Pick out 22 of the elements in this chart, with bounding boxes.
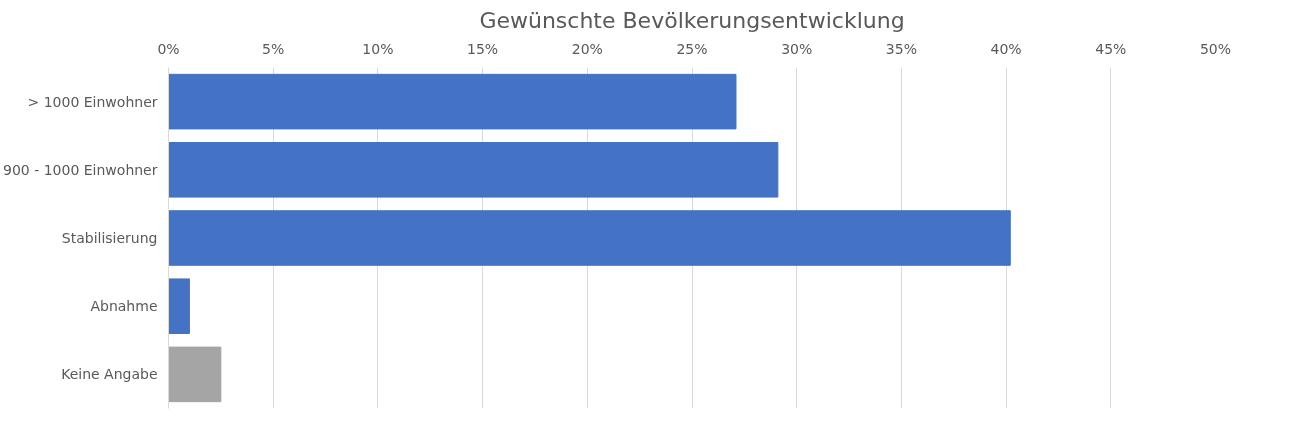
chart-title: Gewünschte Bevölkerungsentwicklung <box>479 7 905 33</box>
x-tick-label: 0% <box>157 40 180 57</box>
y-tick-label: Abnahme <box>90 298 158 315</box>
bar <box>168 210 1011 266</box>
y-tick-label: Stabilisierung <box>61 230 158 246</box>
bar <box>168 73 737 130</box>
x-tick-label: 30% <box>781 40 813 57</box>
bar <box>168 346 222 403</box>
x-tick-label: 15% <box>467 40 499 57</box>
x-tick-label: 5% <box>262 40 285 57</box>
x-tick-label: 45% <box>1095 40 1127 57</box>
x-tick-label: 50% <box>1199 40 1232 57</box>
y-tick-label: 900 - 1000 Einwohner <box>3 161 158 178</box>
bar <box>168 142 779 198</box>
x-tick-label: 10% <box>362 40 394 57</box>
y-tick-label: > 1000 Einwohner <box>27 93 158 110</box>
x-tick-label: 40% <box>990 40 1022 57</box>
bar <box>168 278 190 334</box>
x-tick-label: 20% <box>571 40 603 57</box>
x-tick-label: 25% <box>676 40 708 57</box>
y-tick-label: Keine Angabe <box>61 366 158 383</box>
x-tick-label: 35% <box>885 40 917 57</box>
